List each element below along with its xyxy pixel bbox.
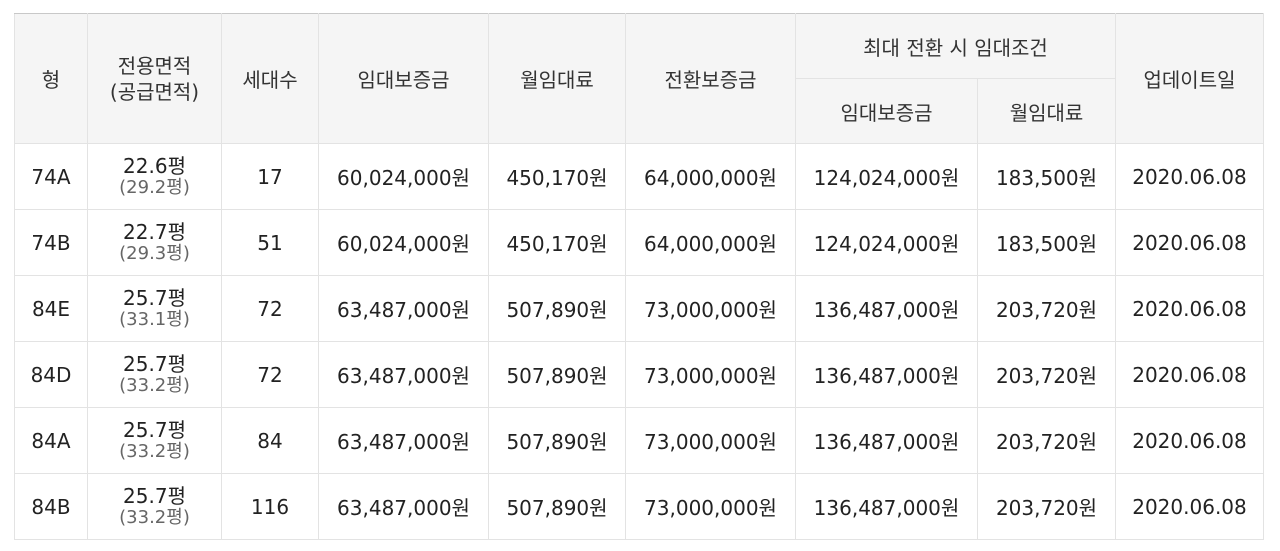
header-deposit: 임대보증금: [318, 13, 489, 144]
rental-conditions-table: 형 전용면적 (공급면적) 세대수 임대보증금 월임대료 전환보증금 최대 전환…: [14, 13, 1264, 540]
header-area-line1: 전용면적: [117, 53, 192, 78]
table-row: 74B 22.7평 (29.3평) 51 60,024,000원 450,170원 64,0…: [14, 209, 1264, 276]
cell-households: 72: [221, 341, 319, 408]
cell-type: 84B: [14, 473, 88, 540]
cell-conversion-deposit: 64,000,000원: [625, 209, 796, 276]
cell-households: 17: [221, 143, 319, 210]
cell-max-monthly-rent: 183,500원: [977, 143, 1116, 210]
cell-households: 51: [221, 209, 319, 276]
header-conversion-deposit: 전환보증금: [625, 13, 796, 144]
table-row: 84E 25.7평 (33.1평) 72 63,487,000원 507,890원 73,0…: [14, 275, 1264, 342]
cell-deposit: 60,024,000원: [318, 209, 489, 276]
cell-monthly-rent: 507,890원: [488, 407, 626, 474]
cell-conversion-deposit: 64,000,000원: [625, 143, 796, 210]
table-body: 74A 22.6평 (29.2평) 17 60,024,000원 450,170원 64,0…: [14, 143, 1264, 540]
table-row: 84B 25.7평 (33.2평) 116 63,487,000원 507,890원 73,…: [14, 473, 1264, 540]
header-type: 형: [14, 13, 88, 144]
cell-updated: 2020.06.08: [1115, 143, 1264, 210]
cell-type: 74A: [14, 143, 88, 210]
cell-deposit: 63,487,000원: [318, 275, 489, 342]
cell-type: 84D: [14, 341, 88, 408]
cell-updated: 2020.06.08: [1115, 473, 1264, 540]
cell-max-monthly-rent: 203,720원: [977, 275, 1116, 342]
cell-max-deposit: 136,487,000원: [795, 407, 978, 474]
header-area: 전용면적 (공급면적): [87, 13, 222, 144]
table-row: 84D 25.7평 (33.2평) 72 63,487,000원 507,890원 73,0…: [14, 341, 1264, 408]
cell-monthly-rent: 450,170원: [488, 209, 626, 276]
table-row: 84A 25.7평 (33.2평) 84 63,487,000원 507,890원 73,0…: [14, 407, 1264, 474]
cell-area: 22.7평 (29.3평): [87, 209, 222, 276]
cell-max-deposit: 136,487,000원: [795, 275, 978, 342]
cell-updated: 2020.06.08: [1115, 275, 1264, 342]
cell-deposit: 63,487,000원: [318, 473, 489, 540]
header-max-deposit: 임대보증금: [795, 78, 978, 144]
cell-monthly-rent: 507,890원: [488, 341, 626, 408]
cell-deposit: 60,024,000원: [318, 143, 489, 210]
cell-conversion-deposit: 73,000,000원: [625, 407, 796, 474]
header-households: 세대수: [221, 13, 319, 144]
cell-max-deposit: 124,024,000원: [795, 209, 978, 276]
cell-max-monthly-rent: 183,500원: [977, 209, 1116, 276]
header-max-monthly-rent: 월임대료: [977, 78, 1116, 144]
rental-table-container: 형 전용면적 (공급면적) 세대수 임대보증금 월임대료 전환보증금 최대 전환…: [14, 13, 1264, 540]
cell-households: 116: [221, 473, 319, 540]
supply-area: (33.1평): [119, 308, 190, 330]
exclusive-area: 25.7평: [123, 285, 186, 310]
exclusive-area: 22.7평: [123, 219, 186, 244]
supply-area: (33.2평): [119, 374, 190, 396]
cell-updated: 2020.06.08: [1115, 209, 1264, 276]
cell-area: 25.7평 (33.2평): [87, 473, 222, 540]
cell-conversion-deposit: 73,000,000원: [625, 473, 796, 540]
exclusive-area: 22.6평: [123, 153, 186, 178]
cell-type: 84A: [14, 407, 88, 474]
cell-max-monthly-rent: 203,720원: [977, 407, 1116, 474]
cell-type: 74B: [14, 209, 88, 276]
exclusive-area: 25.7평: [123, 483, 186, 508]
cell-monthly-rent: 507,890원: [488, 275, 626, 342]
exclusive-area: 25.7평: [123, 417, 186, 442]
cell-max-monthly-rent: 203,720원: [977, 341, 1116, 408]
table-row: 74A 22.6평 (29.2평) 17 60,024,000원 450,170원 64,0…: [14, 143, 1264, 210]
cell-max-deposit: 136,487,000원: [795, 341, 978, 408]
cell-area: 25.7평 (33.2평): [87, 407, 222, 474]
cell-updated: 2020.06.08: [1115, 341, 1264, 408]
header-updated: 업데이트일: [1115, 13, 1264, 144]
header-row-2: 임대보증금 월임대료: [15, 78, 1264, 144]
cell-area: 22.6평 (29.2평): [87, 143, 222, 210]
header-max-conversion-group: 최대 전환 시 임대조건: [795, 13, 1116, 79]
supply-area: (29.2평): [119, 176, 190, 198]
cell-max-deposit: 136,487,000원: [795, 473, 978, 540]
supply-area: (29.3평): [119, 242, 190, 264]
exclusive-area: 25.7평: [123, 351, 186, 376]
cell-monthly-rent: 507,890원: [488, 473, 626, 540]
cell-conversion-deposit: 73,000,000원: [625, 341, 796, 408]
header-monthly-rent: 월임대료: [488, 13, 626, 144]
cell-monthly-rent: 450,170원: [488, 143, 626, 210]
cell-type: 84E: [14, 275, 88, 342]
supply-area: (33.2평): [119, 506, 190, 528]
table-header: 형 전용면적 (공급면적) 세대수 임대보증금 월임대료 전환보증금 최대 전환…: [14, 13, 1264, 144]
cell-max-monthly-rent: 203,720원: [977, 473, 1116, 540]
cell-max-deposit: 124,024,000원: [795, 143, 978, 210]
cell-households: 72: [221, 275, 319, 342]
header-area-line2: (공급면적): [109, 79, 200, 104]
cell-households: 84: [221, 407, 319, 474]
cell-deposit: 63,487,000원: [318, 341, 489, 408]
supply-area: (33.2평): [119, 440, 190, 462]
cell-area: 25.7평 (33.1평): [87, 275, 222, 342]
cell-updated: 2020.06.08: [1115, 407, 1264, 474]
header-row-1: 형 전용면적 (공급면적) 세대수 임대보증금 월임대료 전환보증금 최대 전환…: [14, 13, 1264, 144]
cell-area: 25.7평 (33.2평): [87, 341, 222, 408]
cell-conversion-deposit: 73,000,000원: [625, 275, 796, 342]
cell-deposit: 63,487,000원: [318, 407, 489, 474]
